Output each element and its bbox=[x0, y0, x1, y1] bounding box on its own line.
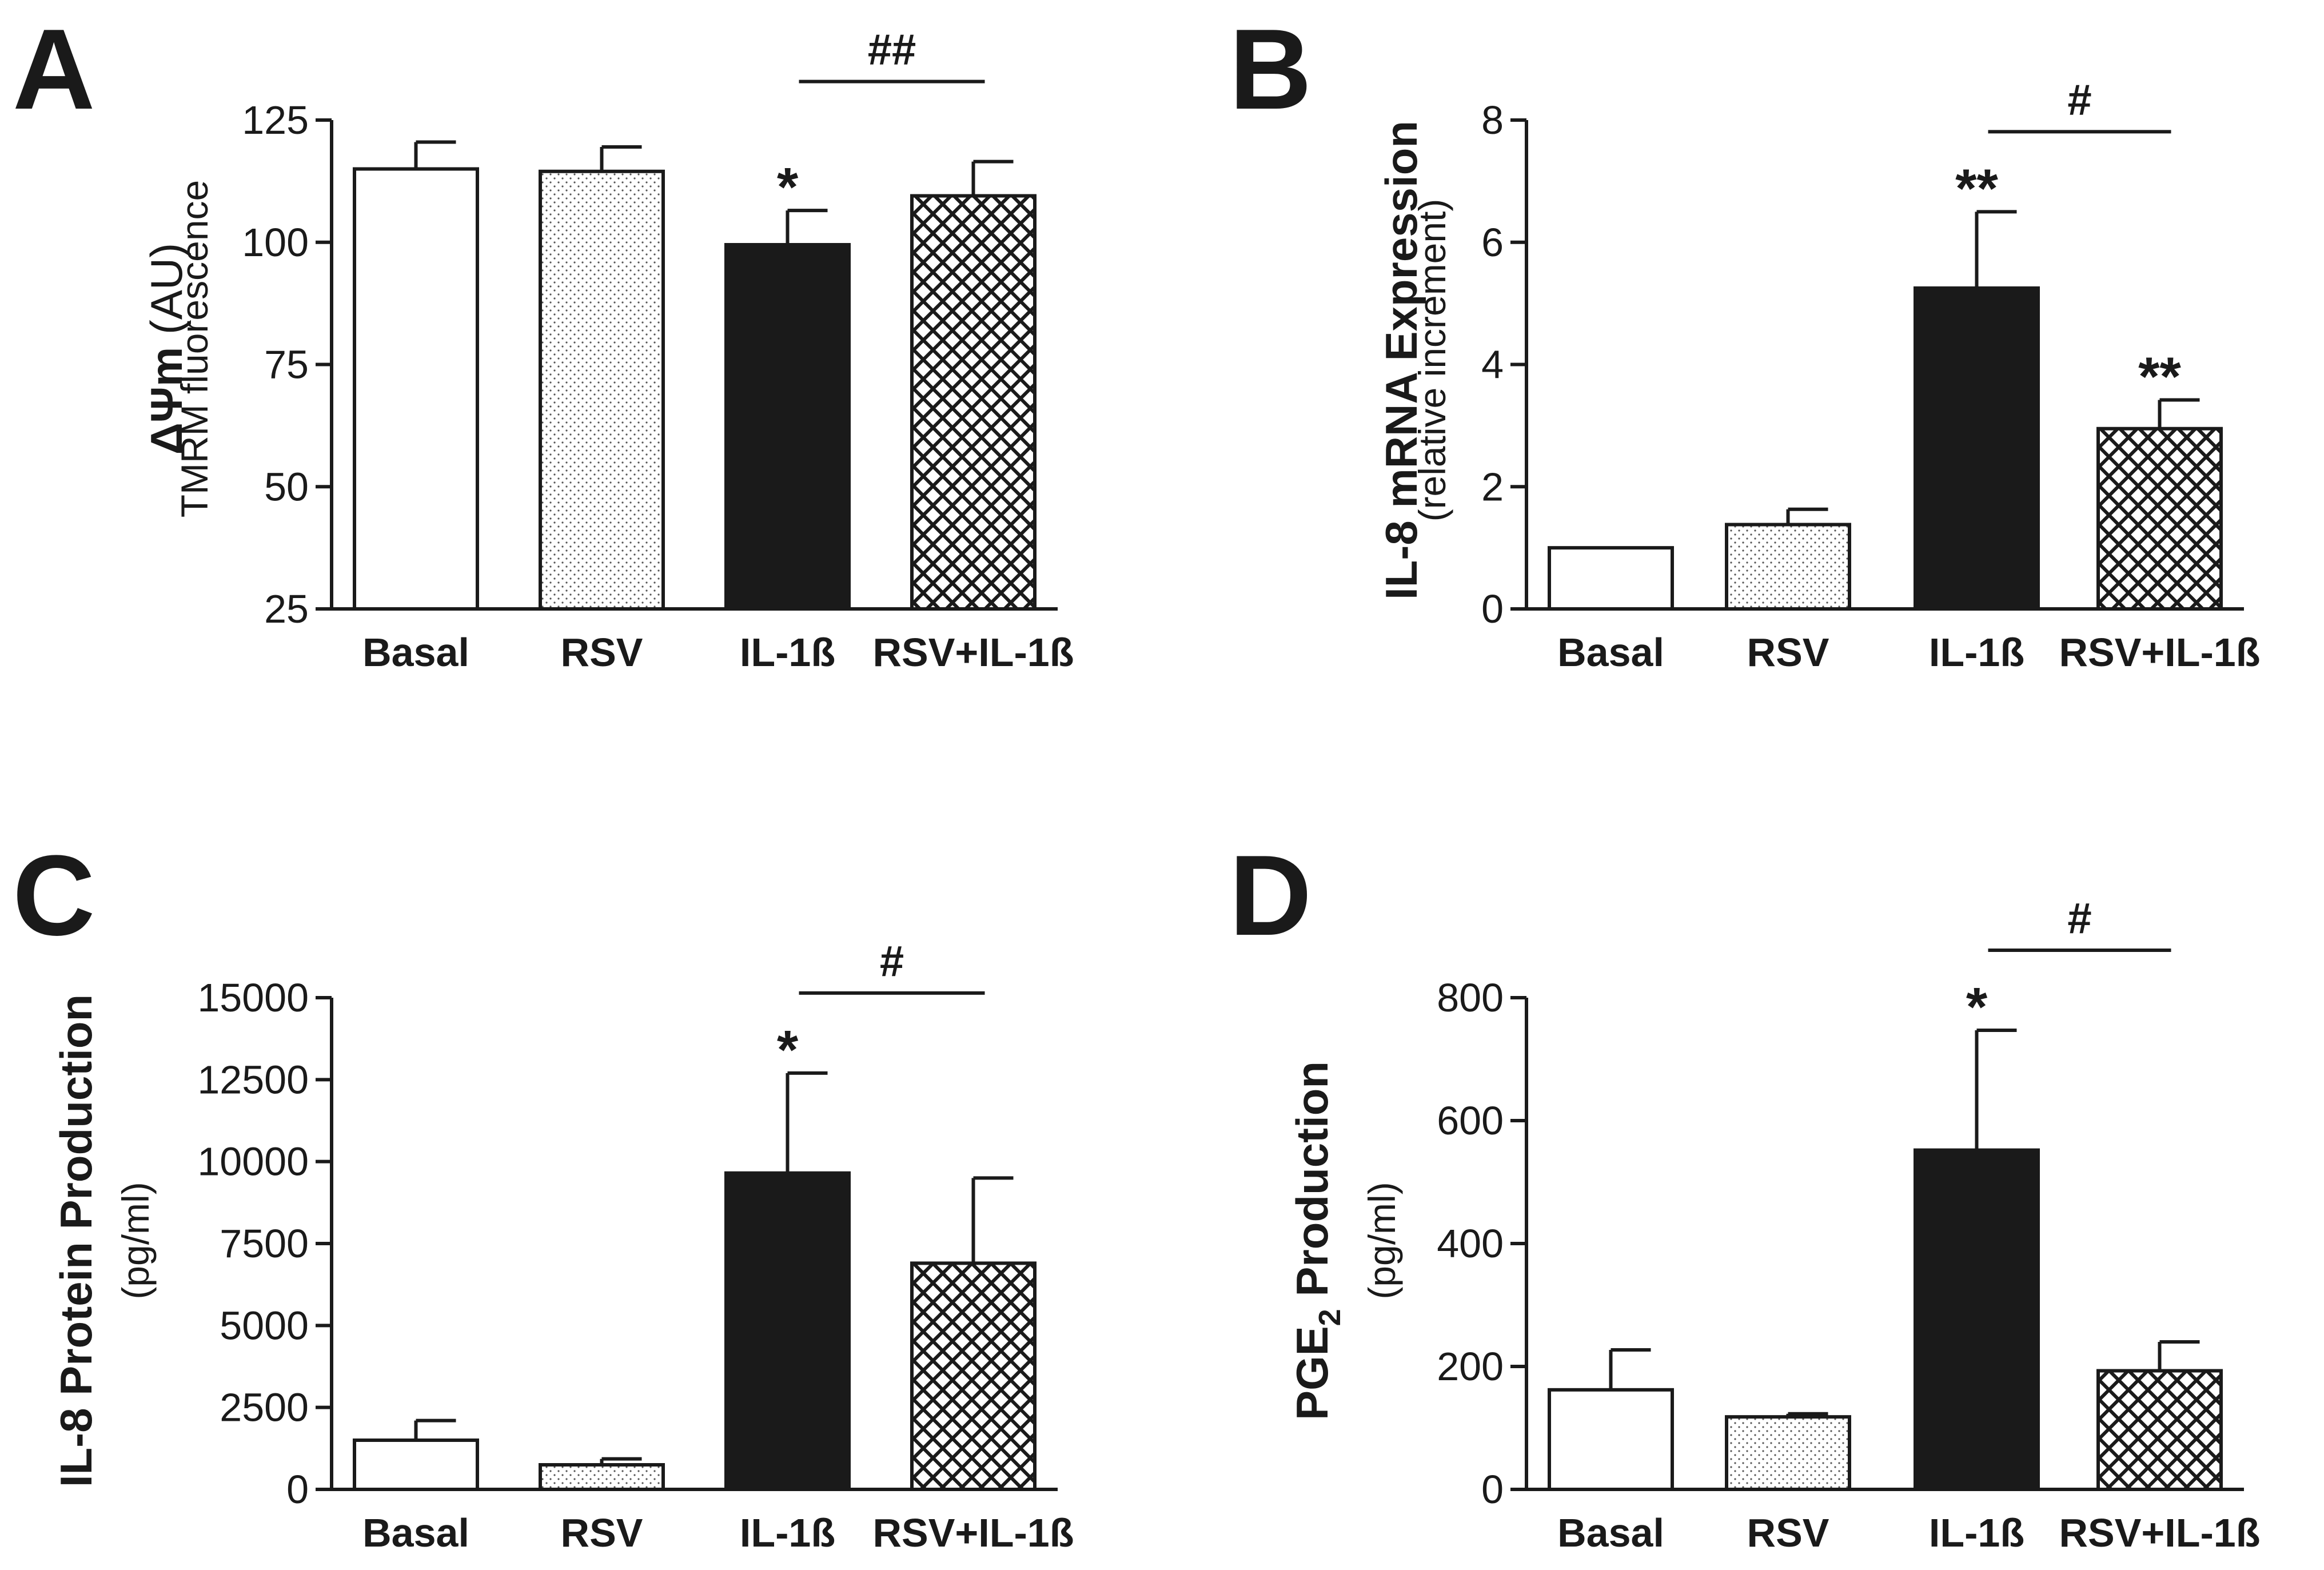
panel-d-y-tick-label: 400 bbox=[1437, 1221, 1504, 1266]
panel-d-bar-2 bbox=[1725, 1415, 1851, 1491]
panel-c-y-tick-label: 7500 bbox=[220, 1221, 309, 1266]
panel-a-y-tick-label: 25 bbox=[264, 587, 309, 631]
panel-c-ylabel-sub: (pg/ml) bbox=[114, 1182, 157, 1299]
panel-b-significance-star: ** bbox=[1955, 158, 1998, 219]
panel-a-comparison-label: ## bbox=[868, 26, 916, 74]
panel-b-bar-2 bbox=[1725, 523, 1851, 611]
panel-d-ylabel-end: Production bbox=[1287, 1061, 1337, 1309]
panel-d-ylabel: PGE2 Production bbox=[1287, 1061, 1347, 1420]
panel-a-bar-2 bbox=[539, 169, 665, 611]
panel-d-bar-1 bbox=[1548, 1388, 1674, 1492]
panel-b-y-tick-label: 6 bbox=[1481, 220, 1504, 265]
panel-d: D PGE2 Production (pg/ml) 0 200 400 600 800 B… bbox=[1229, 832, 2261, 1555]
panel-d-ylabel-subscript: 2 bbox=[1313, 1309, 1347, 1326]
panel-b-y-tick-label: 8 bbox=[1481, 98, 1504, 142]
panel-a-ylabel-main: ΔΨm bbox=[141, 347, 192, 455]
panel-c-comparison-label: # bbox=[880, 937, 904, 986]
panel-b-bar-1 bbox=[1548, 546, 1674, 611]
panel-b-y-tick-label: 4 bbox=[1481, 342, 1504, 387]
panel-d-y-tick-label: 600 bbox=[1437, 1098, 1504, 1143]
panel-d-y-tick-label: 800 bbox=[1437, 975, 1504, 1020]
panel-a-ylabel-unit: (AU) bbox=[141, 243, 192, 347]
panel-c-bar-1 bbox=[353, 1438, 479, 1491]
panel-b-bar-3 bbox=[1914, 286, 2040, 611]
panel-c-significance-star: * bbox=[777, 1019, 799, 1081]
panel-b-y-tick-label: 2 bbox=[1481, 464, 1504, 509]
panel-c-y-tick-label: 5000 bbox=[220, 1303, 309, 1348]
panel-a-bar-3 bbox=[724, 243, 851, 611]
panel-b-comparison-label: # bbox=[2067, 75, 2091, 124]
panel-a-y-tick-label: 50 bbox=[264, 464, 309, 509]
panel-c-category-label: RSV bbox=[561, 1511, 643, 1555]
panel-a-ylabel: ΔΨm (AU) bbox=[141, 243, 192, 455]
panel-b-category-label: IL-1ß bbox=[1929, 630, 2024, 675]
panel-c-bar-4 bbox=[910, 1261, 1037, 1491]
panel-a-bar-4 bbox=[910, 194, 1037, 611]
panel-c-category-label: RSV+IL-1ß bbox=[872, 1511, 1074, 1555]
panel-c-letter: C bbox=[13, 832, 95, 959]
panel-a-category-label: RSV bbox=[561, 630, 643, 675]
panel-a-letter: A bbox=[13, 6, 95, 133]
panel-a-category-label: IL-1ß bbox=[740, 630, 835, 675]
panel-d-ylabel-sub: (pg/ml) bbox=[1361, 1182, 1403, 1299]
panel-c-y-tick-label: 0 bbox=[286, 1467, 309, 1512]
panel-a-bar-1 bbox=[353, 167, 479, 611]
panel-b-category-label: RSV+IL-1ß bbox=[2059, 630, 2260, 675]
panel-d-category-label: RSV+IL-1ß bbox=[2059, 1511, 2260, 1555]
panel-c-y-tick-label: 10000 bbox=[197, 1139, 309, 1184]
panel-d-bar-3 bbox=[1914, 1148, 2040, 1491]
panel-b-category-label: Basal bbox=[1557, 630, 1664, 675]
panel-a-significance-star: * bbox=[777, 157, 799, 218]
panel-b-bar-4 bbox=[2096, 427, 2223, 611]
panel-c-bar-3 bbox=[724, 1171, 851, 1492]
panel-a-y-tick-label: 100 bbox=[242, 220, 309, 265]
panel-d-bar-4 bbox=[2096, 1369, 2223, 1491]
panel-b: B IL-8 mRNA Expression (relative increme… bbox=[1229, 6, 2261, 675]
panel-d-y-tick-label: 200 bbox=[1437, 1344, 1504, 1389]
panel-a-category-label: Basal bbox=[362, 630, 469, 675]
panel-d-category-label: Basal bbox=[1557, 1511, 1664, 1555]
panel-d-letter: D bbox=[1229, 832, 1312, 959]
panel-a-y-tick-label: 125 bbox=[242, 98, 309, 142]
panel-c-category-label: Basal bbox=[362, 1511, 469, 1555]
panel-c-category-label: IL-1ß bbox=[740, 1511, 835, 1555]
panel-c: C IL-8 Protein Production (pg/ml) 0 2500 5… bbox=[13, 832, 1074, 1555]
panel-c-bar-2 bbox=[539, 1463, 665, 1491]
panel-d-y-tick-label: 0 bbox=[1481, 1467, 1504, 1512]
panel-b-ylabel: IL-8 mRNA Expression bbox=[1376, 121, 1426, 600]
panel-b-ylabel-sub: (relative increment) bbox=[1411, 199, 1453, 522]
panel-b-category-label: RSV bbox=[1747, 630, 1829, 675]
panel-c-y-tick-label: 15000 bbox=[197, 975, 309, 1020]
panel-a-category-label: RSV+IL-1ß bbox=[872, 630, 1074, 675]
panel-b-significance-star: ** bbox=[2138, 346, 2181, 407]
panel-c-ylabel: IL-8 Protein Production bbox=[51, 994, 101, 1487]
panel-d-significance-star: * bbox=[1966, 977, 1988, 1038]
panel-b-y-tick-label: 0 bbox=[1481, 587, 1504, 631]
panel-c-y-tick-label: 2500 bbox=[220, 1385, 309, 1430]
panel-c-y-tick-label: 12500 bbox=[197, 1057, 309, 1102]
panel-d-comparison-label: # bbox=[2067, 894, 2091, 943]
panel-d-category-label: RSV bbox=[1747, 1511, 1829, 1555]
panel-a: A ΔΨm (AU) TMRM fluorescence 25 50 75 100 12… bbox=[13, 6, 1074, 675]
panel-a-y-tick-label: 75 bbox=[264, 342, 309, 387]
panel-b-letter: B bbox=[1229, 6, 1312, 133]
panel-d-category-label: IL-1ß bbox=[1929, 1511, 2024, 1555]
panel-d-ylabel-main: PGE bbox=[1287, 1326, 1337, 1420]
panel-a-ylabel-sub: TMRM fluorescence bbox=[173, 180, 216, 518]
